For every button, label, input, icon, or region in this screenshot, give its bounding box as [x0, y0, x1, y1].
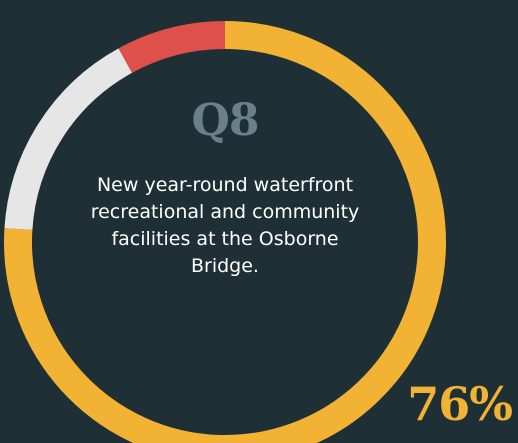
donut-slice-0	[4, 21, 446, 443]
donut-slices	[4, 21, 446, 443]
donut-slice-2	[118, 21, 226, 74]
donut-slice-1	[4, 48, 133, 231]
percent-label: 76%	[407, 377, 513, 431]
question-caption: New year-round waterfront recreational a…	[90, 174, 360, 277]
question-label: Q8	[191, 95, 260, 146]
